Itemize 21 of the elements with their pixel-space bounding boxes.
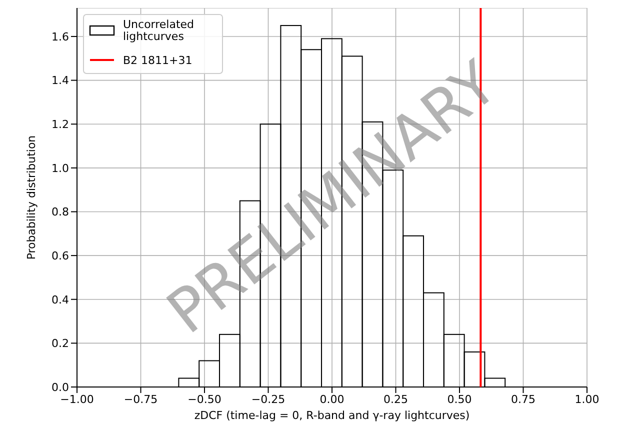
x-tick-label: 0.50: [447, 392, 472, 406]
y-tick-label: 0.8: [52, 206, 69, 219]
y-tick-label: 0.0: [52, 380, 69, 394]
y-tick-label: 1.0: [52, 162, 69, 175]
y-tick-label: 1.4: [52, 74, 69, 88]
y-axis-title: Probability distribution: [24, 135, 38, 260]
y-tick-label: 0.2: [52, 337, 69, 350]
x-tick-label: 0.00: [320, 392, 344, 406]
legend-label: Uncorrelated lightcurves: [123, 18, 194, 43]
x-tick-label: −1.00: [60, 392, 94, 406]
x-tick-label: 1.00: [574, 392, 600, 406]
y-tick-label: 0.6: [52, 249, 69, 262]
x-tick-label: −0.25: [251, 392, 286, 406]
x-tick-label: 0.25: [384, 392, 408, 406]
y-tick-label: 1.6: [52, 30, 69, 44]
y-tick-label: 0.4: [52, 293, 69, 306]
x-axis-title: zDCF (time-lag = 0, R-band and γ-ray lightcurves): [194, 409, 470, 422]
y-tick-label: 1.2: [52, 118, 69, 132]
x-tick-label: −0.50: [188, 392, 222, 406]
x-tick-label: 0.75: [511, 392, 536, 406]
x-tick-label: −0.75: [124, 392, 158, 406]
